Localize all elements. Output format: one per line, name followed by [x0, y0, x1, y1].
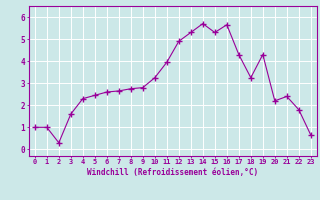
X-axis label: Windchill (Refroidissement éolien,°C): Windchill (Refroidissement éolien,°C) — [87, 168, 258, 177]
